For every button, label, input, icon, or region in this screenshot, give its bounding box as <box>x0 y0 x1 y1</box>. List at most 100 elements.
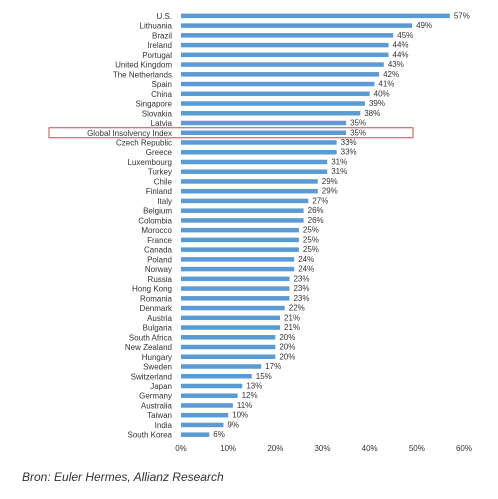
bar-china <box>181 91 370 97</box>
bars-group: U.S. 57% Lithuania 49% Brazil 45% Ireland 44% Po… <box>48 11 470 440</box>
category-label: Hong Kong <box>132 285 172 294</box>
bar-bulgaria <box>181 325 281 330</box>
bar-morocco <box>181 227 299 233</box>
category-label: United Kingdom <box>115 61 172 70</box>
bar-turkey <box>181 169 328 174</box>
category-label: Greece <box>146 148 173 157</box>
value-label: 39% <box>369 99 385 108</box>
bar-hong-kong <box>181 286 290 291</box>
category-label: Japan <box>150 382 172 391</box>
bar-austria <box>181 315 281 321</box>
category-label: Lithuania <box>140 22 173 31</box>
category-label: Taiwan <box>147 411 172 420</box>
highlight-box <box>48 127 414 139</box>
value-label: 10% <box>232 411 248 420</box>
bar-italy <box>181 198 309 204</box>
value-label: 26% <box>308 216 324 225</box>
x-tick-label: 50% <box>409 444 425 453</box>
value-label: 44% <box>393 41 409 50</box>
value-label: 15% <box>256 372 272 381</box>
category-label: Singapore <box>136 100 173 109</box>
value-label: 35% <box>350 119 366 128</box>
value-label: 13% <box>246 381 262 390</box>
bar-south-korea <box>181 432 210 437</box>
category-label: Switzerland <box>131 372 172 381</box>
value-label: 33% <box>341 138 357 147</box>
category-label: China <box>151 90 172 99</box>
bar-belgium <box>181 208 304 213</box>
category-label: Canada <box>144 246 173 255</box>
value-label: 44% <box>393 50 409 59</box>
category-label: Finland <box>146 187 172 196</box>
category-label: Hungary <box>142 353 172 362</box>
category-label: Spain <box>152 80 172 89</box>
category-label: U.S. <box>156 12 172 21</box>
value-label: 23% <box>293 294 309 303</box>
value-label: 25% <box>303 245 319 254</box>
bar-lithuania <box>181 23 413 28</box>
category-label: Austria <box>147 314 172 323</box>
value-label: 31% <box>331 157 347 166</box>
value-label: 23% <box>293 274 309 283</box>
source-note: Bron: Euler Hermes, Allianz Research <box>22 470 224 484</box>
bar-ireland <box>181 42 389 48</box>
category-label: India <box>155 421 173 430</box>
bar-u-s- <box>181 13 450 19</box>
bar-chart: U.S. 57% Lithuania 49% Brazil 45% Ireland 44% Po… <box>48 11 472 453</box>
x-tick-label: 0% <box>175 444 187 453</box>
bar-new-zealand <box>181 344 276 350</box>
bar-chile <box>181 179 318 184</box>
bar-france <box>181 237 299 243</box>
x-tick-label: 60% <box>456 444 472 453</box>
category-label: Italy <box>157 197 172 206</box>
bar-the-netherlands <box>181 72 380 77</box>
value-label: 24% <box>298 265 314 274</box>
bar-global-insolvency-index <box>181 130 347 135</box>
bar-india <box>181 422 224 428</box>
bar-taiwan <box>181 412 229 418</box>
category-label: Global Insolvency Index <box>87 129 172 138</box>
bar-spain <box>181 81 375 87</box>
bar-switzerland <box>181 374 252 379</box>
category-label: Brazil <box>152 31 172 40</box>
value-label: 17% <box>265 362 281 371</box>
category-label: South Korea <box>128 431 173 440</box>
value-label: 42% <box>383 70 399 79</box>
bar-sweden <box>181 364 262 369</box>
bar-brazil <box>181 33 394 38</box>
category-label: Australia <box>141 401 173 410</box>
bar-poland <box>181 257 295 262</box>
value-label: 25% <box>303 235 319 244</box>
category-label: Ireland <box>148 41 172 50</box>
x-tick-label: 10% <box>220 444 236 453</box>
bar-luxembourg <box>181 159 328 165</box>
value-label: 29% <box>322 187 338 196</box>
value-label: 49% <box>416 21 432 30</box>
value-label: 33% <box>341 148 357 157</box>
value-label: 57% <box>454 11 470 20</box>
value-label: 45% <box>397 31 413 40</box>
value-label: 38% <box>364 109 380 118</box>
bar-united-kingdom <box>181 62 384 67</box>
category-label: Latvia <box>151 119 173 128</box>
value-label: 20% <box>279 343 295 352</box>
value-label: 20% <box>279 333 295 342</box>
value-label: 24% <box>298 255 314 264</box>
x-tick-label: 20% <box>267 444 283 453</box>
bar-czech-republic <box>181 140 337 145</box>
x-tick-label: 40% <box>362 444 378 453</box>
bar-romania <box>181 296 290 301</box>
category-label: Chile <box>154 177 173 186</box>
category-label: Portugal <box>142 51 172 60</box>
bar-canada <box>181 247 299 252</box>
value-label: 20% <box>279 352 295 361</box>
category-label: New Zealand <box>125 343 172 352</box>
bar-colombia <box>181 218 304 223</box>
category-label: Poland <box>147 255 172 264</box>
category-label: South Africa <box>129 333 173 342</box>
bar-slovakia <box>181 111 361 116</box>
value-label: 40% <box>374 89 390 98</box>
category-label: The Netherlands <box>113 70 172 79</box>
value-label: 11% <box>237 401 252 410</box>
bar-denmark <box>181 305 285 311</box>
